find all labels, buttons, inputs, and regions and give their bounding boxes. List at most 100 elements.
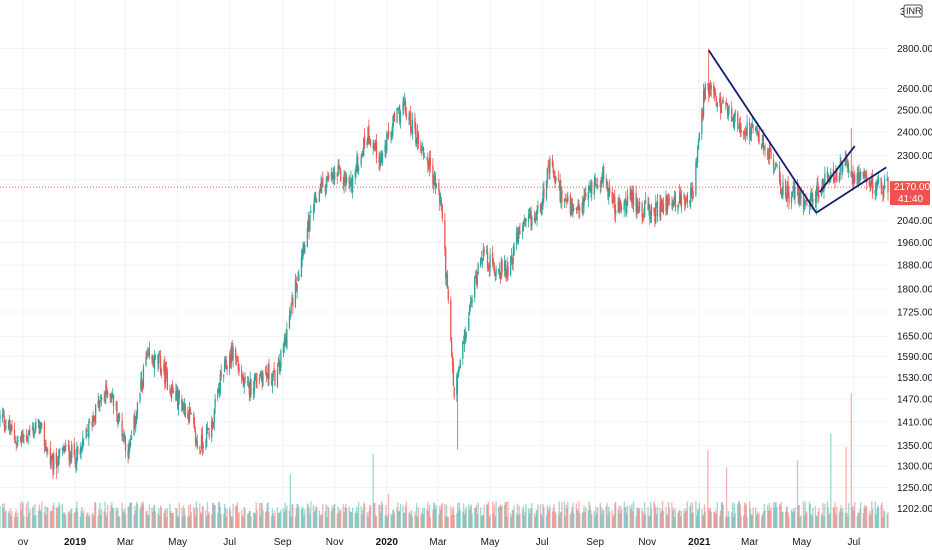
volume-bar: [732, 516, 735, 528]
candle-body: [629, 192, 631, 196]
candle-body: [785, 195, 788, 202]
volume-bar: [398, 510, 401, 528]
candle-body: [421, 148, 423, 151]
candle-body: [708, 82, 710, 95]
volume-bar: [486, 503, 489, 528]
volume-bar: [63, 511, 65, 528]
time-axis[interactable]: ov 2019 Mar May Jul Sep Nov 2020 Mar May Jul Sep Nov…: [18, 537, 860, 548]
volume-bar: [175, 507, 177, 528]
volume-bar: [545, 515, 548, 528]
candle-body: [875, 188, 877, 193]
candle-body: [99, 400, 101, 408]
trendline[interactable]: [818, 145, 856, 193]
candle-body: [154, 356, 157, 358]
volume-bar: [59, 504, 61, 528]
candle-body: [338, 166, 340, 170]
candle-body: [818, 195, 820, 198]
candle-body: [247, 381, 250, 383]
trendlines[interactable]: [707, 49, 887, 214]
candle-body: [704, 84, 706, 100]
volume-bar: [105, 512, 107, 528]
candle-body: [835, 170, 837, 180]
volume-bar: [589, 505, 591, 528]
candle-body: [504, 260, 507, 275]
candle-body: [280, 350, 282, 368]
candle-body: [310, 210, 312, 213]
candle-body: [295, 282, 297, 291]
volume-bar: [530, 508, 532, 528]
candle-body: [697, 140, 700, 150]
candle-body: [244, 375, 246, 383]
candle-body: [172, 391, 174, 392]
candle-body: [333, 174, 335, 179]
volume-bar: [719, 515, 721, 528]
volume-bar: [421, 512, 423, 528]
volume-bar: [662, 510, 665, 528]
volume-bar: [446, 516, 449, 528]
candle-body: [854, 174, 856, 183]
candle-body: [655, 203, 658, 205]
candle-body: [223, 374, 225, 377]
candle-body: [464, 332, 466, 339]
volume-bar: [441, 502, 443, 528]
candle-body: [722, 100, 724, 103]
volume-bar: [863, 507, 865, 528]
y-tick-label: 1202.00: [897, 504, 932, 515]
candle-body: [618, 201, 620, 212]
candle-body: [529, 213, 531, 218]
candle-body: [603, 166, 605, 180]
volume-bar: [153, 504, 156, 528]
currency-badge[interactable]: [903, 4, 923, 18]
candle-body: [709, 83, 712, 91]
volume-bar: [738, 501, 741, 528]
volume-bar: [238, 511, 240, 528]
trendline[interactable]: [707, 49, 818, 214]
volume-bar: [296, 503, 298, 528]
candle-body: [812, 198, 814, 204]
volume-bar: [51, 511, 53, 528]
volume-bar: [877, 507, 880, 528]
candle-body: [115, 404, 117, 406]
candle-body: [336, 173, 338, 177]
volume-bar: [656, 506, 659, 528]
volume-bar: [593, 510, 595, 528]
candle-body: [778, 165, 781, 182]
candle-body: [265, 372, 268, 376]
candle-body: [719, 96, 722, 114]
volume-bar: [224, 507, 227, 528]
candle-body: [790, 196, 793, 203]
volume-bar: [172, 512, 174, 528]
volume-bar: [594, 516, 596, 528]
candle-body: [428, 156, 431, 169]
trendline[interactable]: [815, 166, 887, 214]
candle-body: [226, 366, 228, 370]
candle-body: [601, 176, 603, 184]
volume-bar: [802, 501, 805, 528]
candle-body: [363, 138, 365, 156]
candle-body: [531, 217, 533, 226]
candle-body: [35, 422, 37, 429]
candle-body: [111, 396, 113, 398]
volume-bar: [385, 505, 387, 528]
candle-body: [710, 85, 712, 89]
candle-body: [182, 403, 185, 410]
price-axis[interactable]: 1202.001250.001300.001350.001410.001470.…: [897, 44, 932, 515]
candle-body: [817, 183, 819, 198]
volume-bar: [439, 509, 442, 528]
candle-body: [229, 354, 231, 370]
candle-body: [498, 269, 501, 276]
volume-bar: [497, 507, 500, 528]
volume-bar: [673, 516, 676, 528]
candle-body: [856, 173, 858, 185]
candle-body: [223, 361, 226, 373]
volume-bar: [632, 511, 634, 528]
candle-body: [404, 100, 406, 105]
volume-bar: [39, 509, 41, 528]
candle-body: [296, 283, 298, 293]
volume-bar: [709, 507, 712, 528]
candle-body: [822, 178, 824, 190]
candle-body: [779, 179, 782, 188]
volume-bar: [821, 513, 823, 528]
candle-body: [146, 354, 148, 357]
